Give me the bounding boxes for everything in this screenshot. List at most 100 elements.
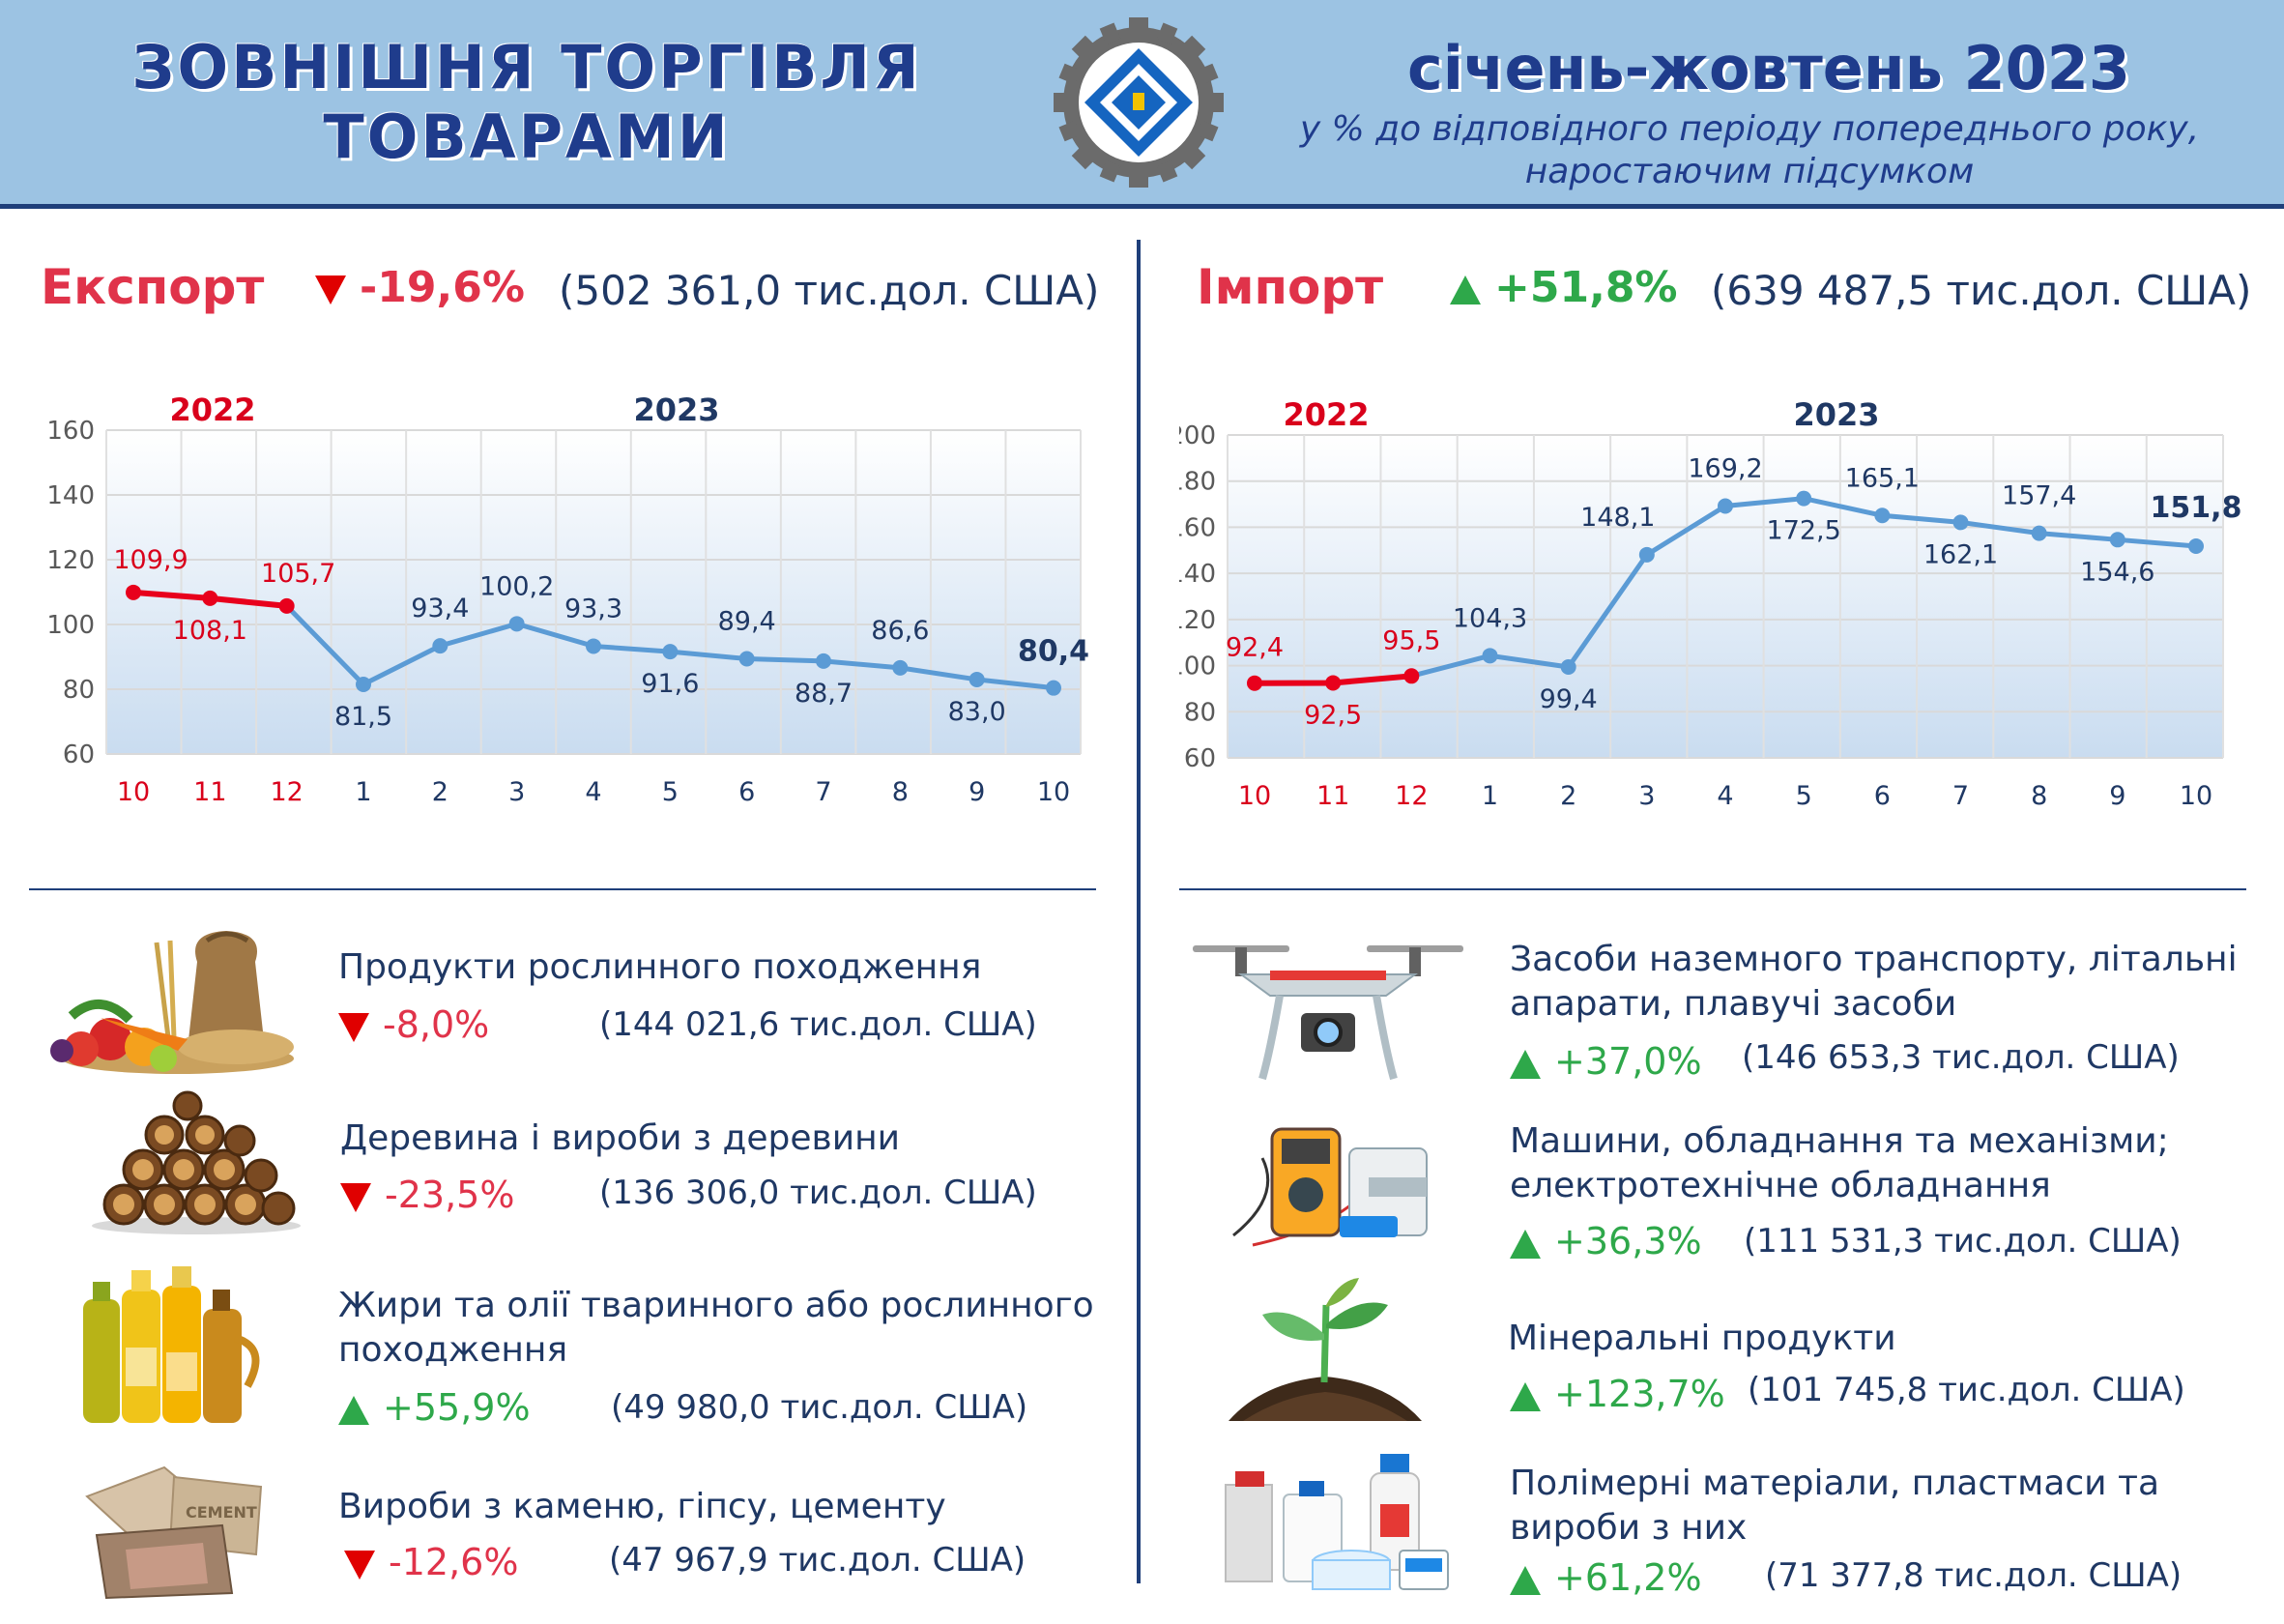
item-value: (111 531,3 тис.дол. США): [1744, 1222, 2182, 1261]
page-title-line1: ЗОВНІШНЯ ТОРГІВЛЯ: [131, 32, 922, 102]
x-tick-label: 6: [738, 777, 755, 807]
item-name: Вироби з каменю, гіпсу, цементу: [338, 1487, 946, 1526]
export-item-plant-products: Продукти рослинного походження: [338, 945, 981, 990]
data-point: [2109, 532, 2125, 548]
y-tick-label: 160: [1179, 513, 1216, 542]
multimeter-tools-icon: [1232, 1127, 1428, 1247]
x-tick-label: 10: [2180, 781, 2212, 811]
item-name: Мінеральні продукти: [1508, 1319, 1896, 1358]
data-point: [1638, 546, 1655, 563]
plastic-containers-icon: [1225, 1454, 1449, 1590]
year-label: 2022: [1283, 396, 1369, 433]
data-label: 80,4: [1018, 635, 1089, 669]
data-point: [1046, 680, 1061, 696]
item-change: -12,6%: [344, 1541, 518, 1583]
x-tick-label: 2: [1560, 781, 1576, 811]
x-tick-label: 8: [892, 777, 909, 807]
x-tick-label: 1: [355, 777, 371, 807]
data-point: [662, 644, 679, 660]
data-point: [1718, 498, 1733, 514]
item-value: (144 021,6 тис.дол. США): [599, 1005, 1037, 1044]
export-change-text: -19,6%: [360, 263, 525, 312]
x-tick-label: 3: [1638, 781, 1655, 811]
year-label: 2023: [1793, 396, 1879, 433]
item-name: Полімерні матеріали, пластмаси та: [1510, 1464, 2160, 1503]
item-change: -23,5%: [340, 1174, 514, 1216]
data-label: 92,5: [1304, 700, 1362, 730]
x-tick-label: 9: [2109, 781, 2125, 811]
x-tick-label: 7: [1952, 781, 1969, 811]
cement-label: CEMENT: [186, 1503, 257, 1522]
item-name-line2: електротехнічне обладнання: [1510, 1166, 2051, 1205]
drone-icon: [1193, 945, 1463, 1081]
plot-area: [106, 430, 1081, 754]
up-arrow-icon: [338, 1395, 369, 1425]
data-label: 162,1: [1923, 539, 1998, 569]
item-change: +61,2%: [1510, 1556, 1702, 1599]
y-tick-label: 200: [1179, 421, 1216, 450]
y-tick-label: 160: [46, 417, 95, 446]
import-value: (639 487,5 тис.дол. США): [1711, 267, 2252, 314]
x-tick-label: 8: [2031, 781, 2047, 811]
sprout-soil-icon: [1229, 1278, 1422, 1421]
x-tick-label: 6: [1874, 781, 1891, 811]
y-tick-label: 140: [1179, 560, 1216, 589]
data-point: [1482, 648, 1498, 664]
data-label: 95,5: [1382, 625, 1440, 655]
item-change: +123,7%: [1510, 1373, 1725, 1415]
data-point: [2031, 525, 2047, 541]
item-change: -8,0%: [338, 1003, 489, 1046]
data-point: [278, 597, 295, 614]
x-tick-label: 10: [117, 777, 150, 807]
up-arrow-icon: [1510, 1049, 1541, 1079]
item-name: Машини, обладнання та механізми;: [1510, 1121, 2169, 1161]
x-tick-label: 3: [508, 777, 525, 807]
item-value: (101 745,8 тис.дол. США): [1748, 1371, 2185, 1409]
data-point: [969, 671, 985, 687]
data-label: 91,6: [641, 669, 699, 699]
item-name-line2: апарати, плавучі засоби: [1510, 984, 1957, 1024]
x-tick-label: 10: [1037, 777, 1070, 807]
period-subtitle: у % до відповідного періоду попереднього…: [1247, 108, 2252, 193]
data-label: 83,0: [948, 697, 1006, 727]
import-item-polymers: Полімерні матеріали, пластмаси та вироби…: [1510, 1462, 2159, 1551]
data-point: [586, 638, 601, 654]
data-label: 108,1: [173, 616, 247, 646]
oil-bottles-icon: [83, 1266, 260, 1423]
x-tick-label: 11: [193, 777, 226, 807]
y-tick-label: 80: [1184, 698, 1216, 727]
plot-area: [1228, 435, 2223, 758]
item-change: +55,9%: [338, 1386, 531, 1429]
vegetables-grain-icon: [50, 931, 294, 1074]
up-arrow-icon: [1450, 276, 1481, 304]
y-tick-label: 140: [46, 481, 95, 510]
data-point: [432, 638, 448, 654]
export-change: -19,6%: [315, 263, 525, 312]
data-point: [816, 652, 831, 669]
y-tick-label: 100: [46, 611, 95, 640]
x-tick-label: 4: [1717, 781, 1733, 811]
y-tick-label: 60: [63, 740, 95, 769]
import-item-transport: Засоби наземного транспорту, літальні ап…: [1510, 938, 2238, 1027]
firewood-logs-icon: [92, 1090, 301, 1234]
item-value: (49 980,0 тис.дол. США): [611, 1388, 1028, 1427]
up-arrow-icon: [1510, 1381, 1541, 1411]
period-title: січень-жовтень 2023: [1406, 33, 2131, 103]
vertical-divider: [1137, 240, 1141, 1583]
x-tick-label: 1: [1482, 781, 1498, 811]
data-point: [892, 659, 909, 676]
data-point: [126, 584, 141, 600]
import-item-machinery: Машини, обладнання та механізми; електро…: [1510, 1119, 2169, 1208]
data-label: 99,4: [1540, 684, 1598, 714]
export-item-wood: Деревина і вироби з деревини: [340, 1116, 900, 1161]
item-name: Деревина і вироби з деревини: [340, 1118, 901, 1158]
data-label: 151,8: [2151, 491, 2242, 525]
item-name: Засоби наземного транспорту, літальні: [1510, 940, 2238, 979]
import-title: Імпорт: [1197, 259, 1384, 315]
export-line-chart: 60 80 100 120 140 160 2022 2023 109,9 10 108,1 11 10…: [46, 392, 1089, 807]
data-point: [2188, 537, 2204, 554]
data-label: 105,7: [261, 559, 335, 589]
page-title-line2: ТОВАРАМИ: [323, 102, 731, 172]
export-item-fats-oils: Жири та олії тваринного або рослинного п…: [338, 1284, 1094, 1373]
x-tick-label: 5: [662, 777, 679, 807]
